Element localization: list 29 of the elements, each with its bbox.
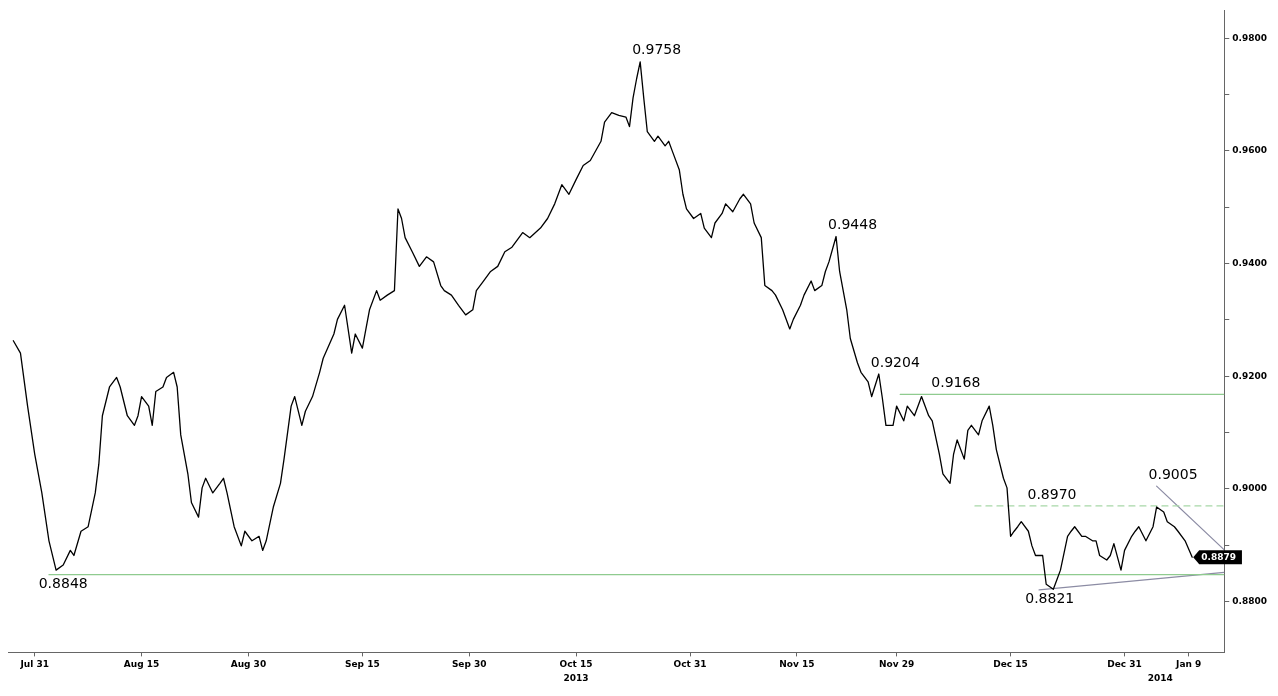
x-tick-label: Dec 31 [1107, 659, 1142, 670]
x-tick-label: Nov 15 [779, 659, 815, 670]
x-tick-label: Jul 31 [19, 659, 49, 670]
y-tick-label: 0.9800 [1232, 32, 1267, 43]
y-tick-label: 0.9000 [1232, 483, 1267, 494]
x-tick-label: Jan 9 [1175, 659, 1202, 670]
annotation: 0.9448 [828, 216, 878, 233]
x-tick-label: Oct 31 [673, 659, 707, 670]
x-tick-label: Aug 15 [123, 659, 160, 670]
x-tick-label: Sep 15 [345, 659, 380, 670]
x2-tick-label: 2014 [1147, 672, 1173, 683]
y-tick-label: 0.8800 [1232, 596, 1267, 607]
annotation: 0.9204 [870, 353, 920, 370]
annotation: 0.9758 [632, 41, 682, 58]
annotation: 0.9168 [931, 373, 981, 390]
x-tick-label: Dec 15 [993, 659, 1028, 670]
y-tick-label: 0.9200 [1232, 370, 1267, 381]
x-tick-label: Nov 29 [878, 659, 915, 670]
annotation: 0.8970 [1027, 485, 1077, 502]
x-tick-label: Aug 30 [230, 659, 267, 670]
x-tick-label: Oct 15 [559, 659, 593, 670]
annotation: 0.8821 [1025, 590, 1075, 607]
x2-tick-label: 2013 [563, 672, 589, 683]
annotation: 0.9005 [1148, 465, 1198, 482]
annotation: 0.8848 [38, 575, 88, 592]
data-label: 0.8879 [1201, 551, 1236, 562]
x-tick-label: Sep 30 [451, 659, 487, 670]
y-tick-label: 0.9400 [1232, 257, 1267, 268]
y-tick-label: 0.9600 [1232, 145, 1267, 156]
